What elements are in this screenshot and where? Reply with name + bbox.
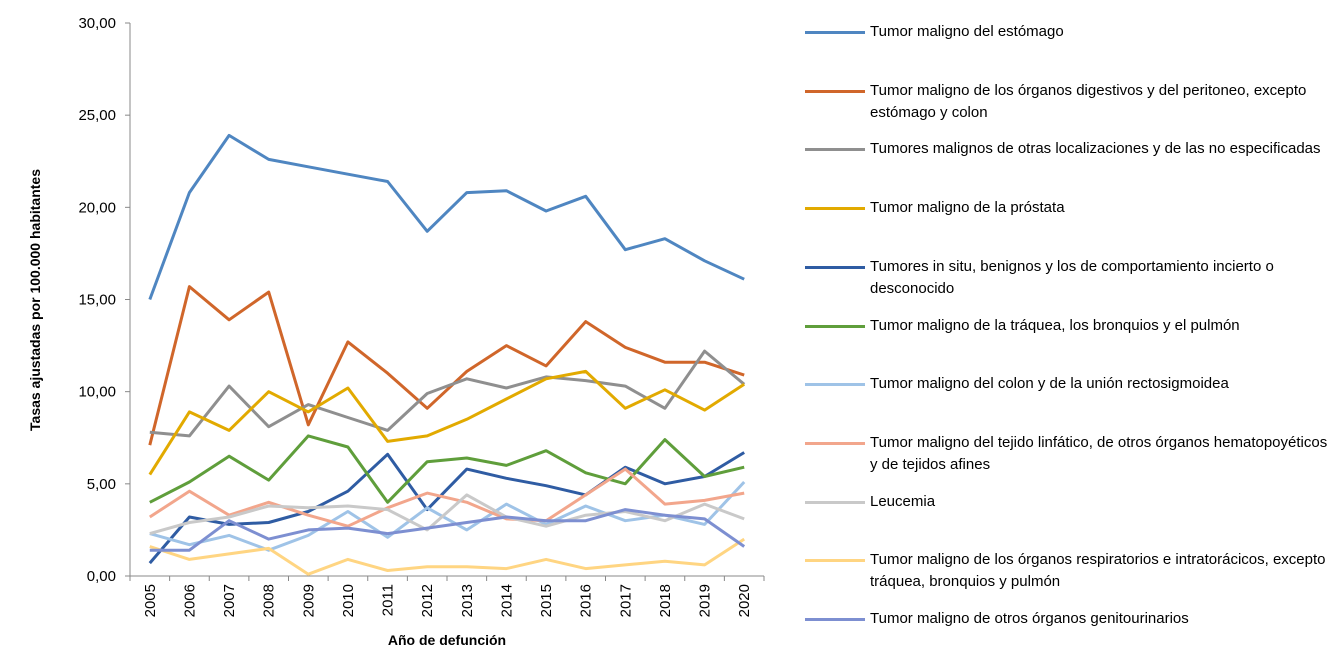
series-line <box>149 508 746 552</box>
series-line <box>149 537 746 576</box>
x-tick-label: 2014 <box>498 584 515 617</box>
series-line <box>149 493 745 536</box>
series-line <box>149 434 745 504</box>
series-line <box>148 369 746 476</box>
y-tick-label: 25,00 <box>78 107 116 124</box>
series-line <box>148 133 745 301</box>
legend-label: Tumor maligno del tejido linfático, de o… <box>870 433 1328 473</box>
legend-swatch <box>805 31 865 34</box>
x-tick-label: 2011 <box>380 584 397 616</box>
y-tick-label: 5,00 <box>87 476 116 493</box>
legend-swatch <box>805 324 865 328</box>
y-tick-label: 15,00 <box>78 292 116 309</box>
y-tick-label: 30,00 <box>78 15 116 32</box>
x-tick-label: 2019 <box>697 584 714 617</box>
legend-label: Tumor maligno de los órganos respiratori… <box>870 551 1326 591</box>
y-tick-label: 10,00 <box>78 384 116 401</box>
legend-label: Leucemia <box>870 492 936 510</box>
series-line <box>148 285 745 446</box>
x-tick-label: 2010 <box>340 584 357 617</box>
x-tick-label: 2015 <box>538 584 555 617</box>
legend-swatch <box>805 265 865 269</box>
series-line <box>149 349 746 438</box>
x-tick-label: 2017 <box>617 584 634 617</box>
series-line <box>149 480 746 552</box>
series-line <box>148 451 745 565</box>
y-tick-label: 0,00 <box>87 568 116 585</box>
legend-swatch <box>805 618 865 621</box>
legend-label: Tumores malignos de otras localizaciones… <box>870 140 1321 158</box>
legend-label: Tumor maligno de la tráquea, los bronqui… <box>870 316 1240 334</box>
legend-label: Tumor maligno de la próstata <box>870 199 1065 217</box>
x-tick-label: 2018 <box>657 584 674 617</box>
x-tick-label: 2020 <box>736 584 753 617</box>
x-tick-label: 2012 <box>419 584 436 617</box>
series-line <box>148 467 745 528</box>
legend-swatch <box>805 559 865 563</box>
x-tick-label: 2009 <box>300 584 317 617</box>
x-tick-label: 2016 <box>578 584 595 617</box>
legend-swatch <box>805 500 865 504</box>
x-axis-title: Año de defunción <box>388 632 506 648</box>
y-axis-title: Tasas ajustadas por 100.000 habitantes <box>27 169 43 431</box>
legend-swatch <box>805 148 865 152</box>
legend-swatch <box>805 441 865 445</box>
legend-swatch <box>805 207 865 211</box>
x-tick-label: 2007 <box>221 584 238 617</box>
x-tick-label: 2005 <box>142 584 159 617</box>
legend-label: Tumor maligno de otros órganos genitouri… <box>870 610 1189 627</box>
legend-label: Tumor maligno del estómago <box>870 23 1064 40</box>
legend-label: Tumor maligno del colon y de la unión re… <box>870 375 1229 393</box>
y-tick-label: 20,00 <box>78 199 116 216</box>
x-tick-label: 2008 <box>261 584 278 617</box>
chart: Año de defunción Tasas ajustadas por 100… <box>27 15 765 648</box>
x-tick-label: 2006 <box>181 584 198 617</box>
legend-label: Tumor maligno de los órganos digestivos … <box>870 81 1307 121</box>
x-tick-label: 2013 <box>459 584 476 617</box>
legend-swatch <box>805 383 865 387</box>
legend-swatch <box>805 89 865 93</box>
legend-label: Tumores in situ, benignos y los de compo… <box>870 257 1274 297</box>
